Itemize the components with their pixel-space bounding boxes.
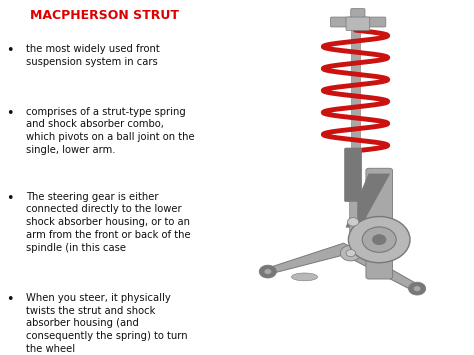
Text: •: • (6, 106, 13, 120)
Text: •: • (6, 44, 13, 58)
Text: •: • (6, 293, 13, 306)
Ellipse shape (292, 273, 318, 281)
FancyBboxPatch shape (351, 28, 360, 151)
Text: •: • (6, 192, 13, 205)
Polygon shape (346, 174, 390, 227)
Polygon shape (265, 243, 417, 293)
FancyBboxPatch shape (345, 148, 362, 202)
Circle shape (264, 269, 272, 274)
FancyBboxPatch shape (366, 168, 392, 279)
Circle shape (340, 245, 361, 261)
Circle shape (347, 218, 359, 226)
Circle shape (348, 217, 410, 263)
Circle shape (362, 227, 396, 252)
Text: the most widely used front
suspension system in cars: the most widely used front suspension sy… (26, 44, 160, 67)
FancyBboxPatch shape (351, 9, 365, 21)
Circle shape (259, 265, 276, 278)
Text: When you steer, it physically
twists the strut and shock
absorber housing (and
c: When you steer, it physically twists the… (26, 293, 188, 354)
FancyBboxPatch shape (330, 17, 353, 27)
Text: The steering gear is either
connected directly to the lower
shock absorber housi: The steering gear is either connected di… (26, 192, 191, 253)
FancyBboxPatch shape (346, 17, 370, 31)
FancyBboxPatch shape (349, 201, 357, 241)
Circle shape (373, 235, 386, 245)
Circle shape (346, 250, 356, 257)
Circle shape (413, 286, 421, 291)
FancyBboxPatch shape (363, 17, 386, 27)
Text: MACPHERSON STRUT: MACPHERSON STRUT (30, 9, 179, 22)
Circle shape (409, 282, 426, 295)
Text: comprises of a strut-type spring
and shock absorber combo,
which pivots on a bal: comprises of a strut-type spring and sho… (26, 106, 195, 155)
